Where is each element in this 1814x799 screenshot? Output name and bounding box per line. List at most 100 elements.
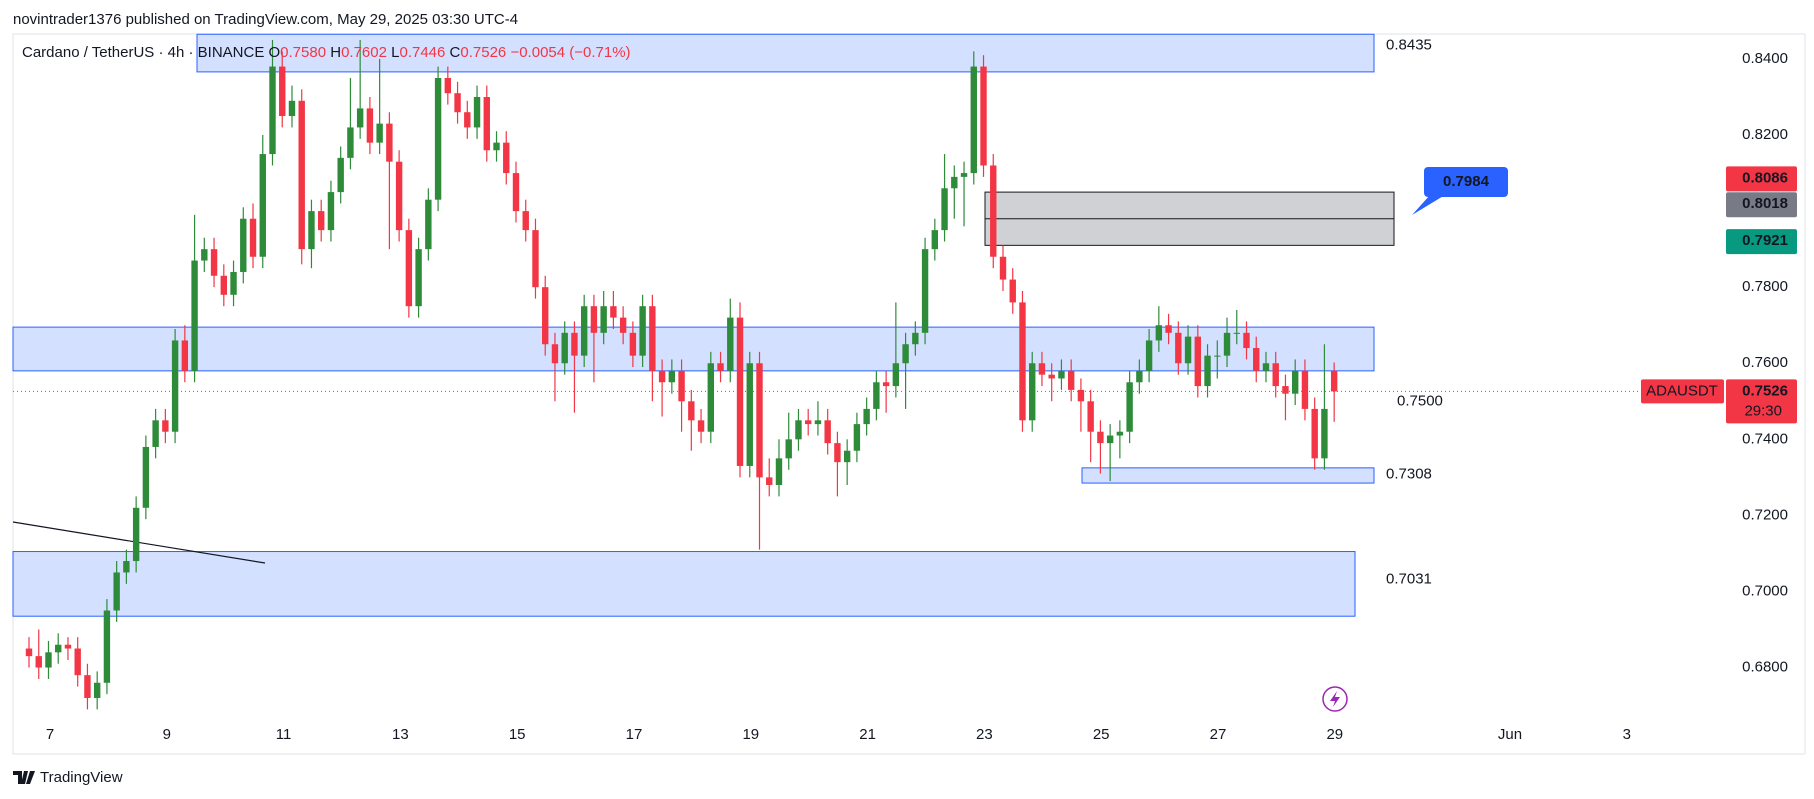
candle-body xyxy=(395,161,403,231)
candle-body xyxy=(74,648,81,676)
candle-body xyxy=(162,420,169,432)
candle-body xyxy=(171,340,179,432)
candle-body xyxy=(590,306,598,333)
brand-name: TradingView xyxy=(40,769,123,786)
candle-body xyxy=(931,230,939,250)
x-tick-label: 17 xyxy=(626,726,643,743)
candle-body xyxy=(1311,408,1318,459)
symbol-badge xyxy=(1641,379,1724,404)
candle-body xyxy=(1214,355,1221,357)
legend-high: 0.7602 xyxy=(341,44,387,61)
candle-body xyxy=(580,306,588,356)
candle-body xyxy=(356,108,364,128)
candle-body xyxy=(1243,332,1250,349)
candle-body xyxy=(249,218,257,257)
candle-body xyxy=(1067,370,1075,390)
candle-body xyxy=(766,477,773,485)
candle-body xyxy=(1330,370,1338,392)
zone-label: 0.7500 xyxy=(1397,392,1443,409)
zone xyxy=(196,33,1375,73)
candle-body xyxy=(425,199,432,250)
candle-body xyxy=(55,644,62,653)
candle-body xyxy=(882,382,890,387)
price-badge xyxy=(1726,379,1797,424)
candle-body xyxy=(1253,348,1260,371)
candle-body xyxy=(512,173,520,212)
zone-label: 0.8435 xyxy=(1386,37,1432,54)
candle-body xyxy=(980,66,987,166)
candle-body xyxy=(181,340,189,371)
candle-body xyxy=(483,97,490,151)
candle-body xyxy=(619,317,627,333)
candle-body xyxy=(240,218,247,272)
candle-body xyxy=(405,230,413,307)
candle-body xyxy=(366,108,374,143)
price-badge-text: 0.7921 xyxy=(1742,232,1788,249)
price-badge-text: 0.8086 xyxy=(1742,169,1788,186)
candle-body xyxy=(775,458,783,485)
candle-body xyxy=(1262,363,1270,371)
price-badge xyxy=(1726,192,1797,218)
candle-body xyxy=(25,648,33,657)
candle-body xyxy=(123,561,130,573)
candle-body xyxy=(113,572,120,611)
candle-body xyxy=(1321,408,1328,459)
legend-o_label: O xyxy=(269,44,281,61)
candle-body xyxy=(1048,374,1055,379)
legend-l_label: L xyxy=(391,44,399,61)
candle-body xyxy=(1292,370,1299,394)
price-badge-text: 0.8018 xyxy=(1742,195,1788,212)
candle-body xyxy=(1126,382,1133,432)
candle-body xyxy=(717,363,724,371)
candle-body xyxy=(912,332,919,345)
candle-body xyxy=(1233,332,1240,334)
candle-body xyxy=(298,100,305,250)
candle-body xyxy=(220,275,227,295)
candle-body xyxy=(386,123,393,162)
candle-body xyxy=(1077,389,1085,402)
candle-body xyxy=(337,157,344,193)
candle-body xyxy=(999,256,1007,280)
candle-body xyxy=(1272,363,1279,387)
y-tick-label: 0.7600 xyxy=(1742,354,1788,371)
candle-body xyxy=(805,420,812,425)
candle-body xyxy=(142,446,150,508)
candle-body xyxy=(756,363,763,478)
candle-body xyxy=(279,66,286,117)
candle-body xyxy=(1155,325,1163,341)
candle-body xyxy=(688,401,695,421)
candle-body xyxy=(473,97,481,128)
candle-body xyxy=(843,450,851,463)
zone xyxy=(12,326,1375,372)
candle-body xyxy=(532,230,539,288)
candle-body xyxy=(736,317,744,466)
candle-body xyxy=(561,332,568,364)
y-tick-label: 0.7000 xyxy=(1742,582,1788,599)
candle-body xyxy=(444,77,452,94)
zone xyxy=(12,551,1356,617)
candle-body xyxy=(834,443,841,463)
candle-body xyxy=(1019,302,1026,421)
candle-body xyxy=(785,439,792,459)
candle-body xyxy=(629,332,637,356)
candle-body xyxy=(542,287,549,345)
y-tick-label: 0.8200 xyxy=(1742,126,1788,143)
candle-body xyxy=(1145,340,1153,371)
countdown-text: 29:30 xyxy=(1744,402,1782,419)
x-tick-label: 25 xyxy=(1093,726,1110,743)
candle-body xyxy=(727,317,734,371)
x-tick-label: 9 xyxy=(163,726,171,743)
candle-body xyxy=(1029,363,1036,421)
candle-body xyxy=(873,382,880,409)
candle-body xyxy=(1106,435,1114,444)
candle-body xyxy=(347,127,354,158)
candle-body xyxy=(259,154,266,257)
candle-body xyxy=(1184,336,1192,364)
candle-body xyxy=(1223,332,1231,356)
candle-body xyxy=(1194,336,1201,387)
candle-body xyxy=(84,675,91,698)
candle-body xyxy=(970,66,977,174)
zone-label: 0.7308 xyxy=(1386,465,1432,482)
callout-box xyxy=(1424,167,1508,197)
candle-body xyxy=(746,363,753,466)
